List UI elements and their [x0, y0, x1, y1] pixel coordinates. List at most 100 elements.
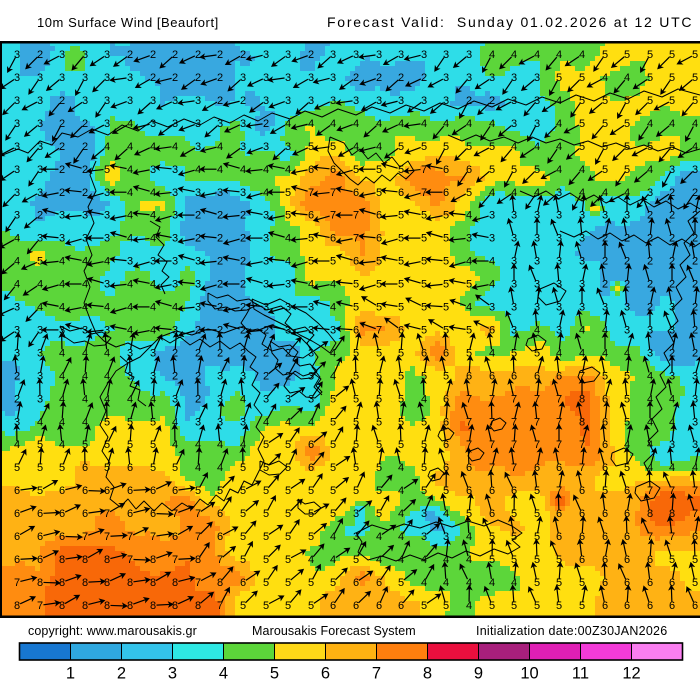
- svg-text:5: 5: [421, 233, 427, 245]
- svg-text:5: 5: [353, 416, 359, 428]
- svg-text:4: 4: [443, 118, 449, 130]
- svg-text:5: 5: [330, 462, 336, 474]
- svg-text:9: 9: [474, 665, 483, 683]
- svg-text:5: 5: [669, 95, 675, 107]
- svg-text:5: 5: [624, 164, 630, 176]
- svg-text:7: 7: [669, 485, 675, 497]
- svg-text:4: 4: [602, 72, 608, 84]
- svg-text:4: 4: [376, 141, 382, 153]
- svg-text:2: 2: [240, 302, 246, 314]
- svg-text:4: 4: [285, 416, 291, 428]
- svg-text:6: 6: [353, 187, 359, 199]
- svg-text:3: 3: [195, 187, 201, 199]
- svg-text:6: 6: [104, 485, 110, 497]
- svg-text:1: 1: [66, 665, 75, 683]
- svg-text:7: 7: [556, 416, 562, 428]
- svg-text:5: 5: [353, 439, 359, 451]
- svg-text:6: 6: [353, 256, 359, 268]
- svg-text:3: 3: [14, 416, 20, 428]
- svg-text:5: 5: [104, 416, 110, 428]
- svg-text:2: 2: [285, 370, 291, 382]
- svg-text:7: 7: [534, 416, 540, 428]
- svg-text:3: 3: [195, 279, 201, 291]
- svg-text:4: 4: [443, 508, 449, 520]
- svg-text:3: 3: [376, 95, 382, 107]
- svg-text:3: 3: [511, 95, 517, 107]
- svg-text:4: 4: [82, 393, 88, 405]
- svg-text:5: 5: [14, 462, 20, 474]
- svg-text:2: 2: [624, 233, 630, 245]
- svg-text:3: 3: [624, 302, 630, 314]
- svg-text:2: 2: [150, 49, 156, 61]
- svg-text:6: 6: [308, 462, 314, 474]
- svg-text:8: 8: [59, 600, 65, 612]
- svg-text:2: 2: [127, 49, 133, 61]
- svg-text:3: 3: [489, 233, 495, 245]
- svg-text:6: 6: [14, 508, 20, 520]
- svg-text:8: 8: [579, 393, 585, 405]
- svg-text:3: 3: [692, 164, 698, 176]
- svg-text:4: 4: [647, 370, 653, 382]
- svg-text:4: 4: [217, 462, 223, 474]
- svg-text:5: 5: [443, 485, 449, 497]
- svg-text:7: 7: [421, 187, 427, 199]
- svg-text:4: 4: [150, 233, 156, 245]
- svg-text:5: 5: [330, 393, 336, 405]
- svg-text:4: 4: [579, 49, 585, 61]
- svg-text:5: 5: [579, 72, 585, 84]
- svg-text:2: 2: [240, 347, 246, 359]
- svg-text:4: 4: [219, 665, 228, 683]
- svg-text:2: 2: [692, 279, 698, 291]
- svg-text:7: 7: [217, 554, 223, 566]
- svg-text:11: 11: [572, 665, 589, 683]
- svg-text:4: 4: [489, 187, 495, 199]
- svg-text:5: 5: [556, 554, 562, 566]
- svg-text:8: 8: [127, 600, 133, 612]
- svg-text:4: 4: [150, 141, 156, 153]
- svg-text:3: 3: [172, 187, 178, 199]
- svg-text:3: 3: [466, 49, 472, 61]
- svg-text:6: 6: [127, 462, 133, 474]
- svg-text:3: 3: [511, 118, 517, 130]
- svg-text:4: 4: [556, 347, 562, 359]
- svg-text:2: 2: [692, 256, 698, 268]
- svg-text:6: 6: [398, 325, 404, 337]
- svg-text:3: 3: [195, 95, 201, 107]
- svg-text:3: 3: [263, 279, 269, 291]
- svg-text:6: 6: [321, 665, 330, 683]
- svg-text:4: 4: [647, 416, 653, 428]
- svg-text:5: 5: [150, 416, 156, 428]
- svg-text:4: 4: [285, 233, 291, 245]
- svg-text:2: 2: [240, 95, 246, 107]
- svg-text:3: 3: [443, 49, 449, 61]
- svg-text:3: 3: [285, 49, 291, 61]
- svg-text:3: 3: [556, 325, 562, 337]
- svg-text:2: 2: [263, 118, 269, 130]
- svg-text:4: 4: [263, 416, 269, 428]
- svg-text:4: 4: [14, 256, 20, 268]
- svg-text:6: 6: [489, 485, 495, 497]
- svg-text:5: 5: [489, 600, 495, 612]
- svg-text:7: 7: [692, 508, 698, 520]
- svg-text:5: 5: [285, 577, 291, 589]
- svg-text:4: 4: [624, 72, 630, 84]
- svg-text:5: 5: [421, 370, 427, 382]
- svg-text:4: 4: [466, 577, 472, 589]
- svg-text:4: 4: [398, 508, 404, 520]
- svg-text:4: 4: [263, 187, 269, 199]
- svg-text:3: 3: [37, 95, 43, 107]
- svg-text:6: 6: [669, 600, 675, 612]
- svg-text:3: 3: [647, 187, 653, 199]
- svg-text:5: 5: [398, 347, 404, 359]
- svg-text:5: 5: [240, 462, 246, 474]
- svg-text:3: 3: [263, 233, 269, 245]
- svg-text:7: 7: [308, 187, 314, 199]
- svg-text:4: 4: [240, 439, 246, 451]
- svg-text:5: 5: [624, 118, 630, 130]
- svg-text:3: 3: [263, 210, 269, 222]
- svg-text:6: 6: [647, 600, 653, 612]
- svg-text:7: 7: [511, 416, 517, 428]
- svg-text:2: 2: [398, 72, 404, 84]
- svg-text:6: 6: [82, 485, 88, 497]
- svg-text:4: 4: [285, 164, 291, 176]
